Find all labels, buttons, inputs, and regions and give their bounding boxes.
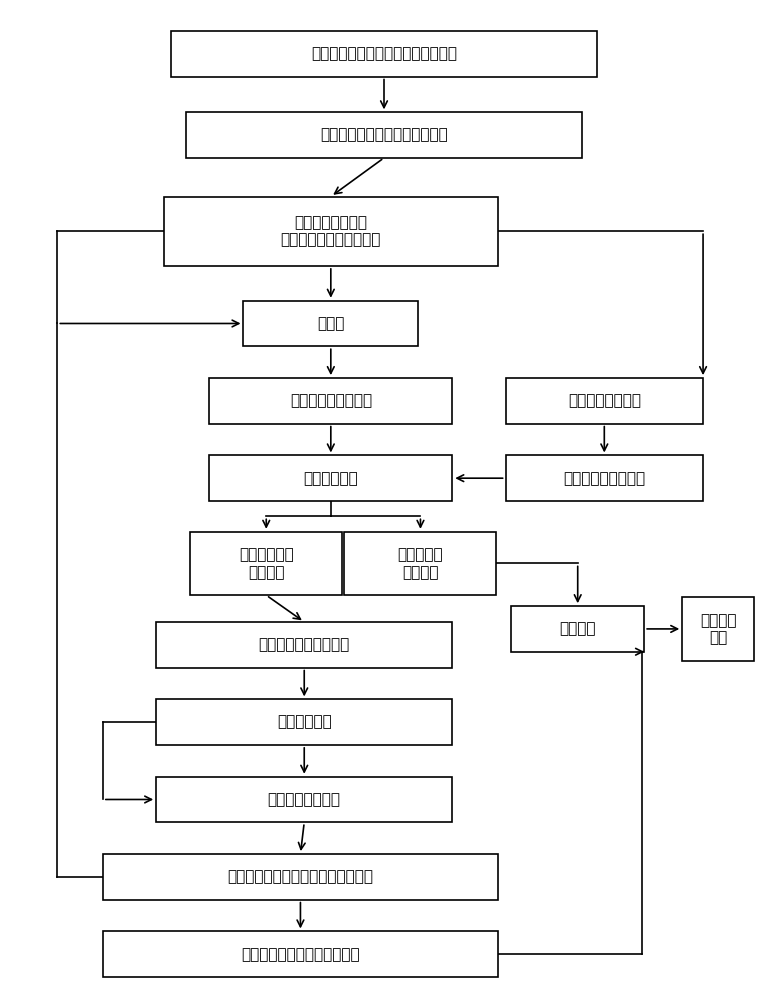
FancyBboxPatch shape [682, 597, 754, 661]
FancyBboxPatch shape [164, 197, 498, 266]
FancyBboxPatch shape [156, 622, 452, 668]
FancyBboxPatch shape [243, 301, 419, 346]
Text: 稳态控制系统: 稳态控制系统 [276, 715, 332, 730]
FancyBboxPatch shape [156, 777, 452, 822]
Text: 气浮平台系统（模拟失重环境）: 气浮平台系统（模拟失重环境） [320, 128, 448, 143]
Text: 非周期性激励运动信息: 非周期性激励运动信息 [259, 637, 350, 652]
Text: 非接触式激励系统
（持续周期性激励作用）: 非接触式激励系统 （持续周期性激励作用） [280, 215, 381, 247]
Text: 运动分离算法: 运动分离算法 [303, 471, 358, 486]
Text: 刚度系数
矩阵: 刚度系数 矩阵 [700, 613, 737, 645]
Text: 一种新型柔性电缆刚度测定试验系统: 一种新型柔性电缆刚度测定试验系统 [311, 46, 457, 61]
Text: 周期性激励运动信息: 周期性激励运动信息 [563, 471, 645, 486]
FancyBboxPatch shape [187, 112, 581, 158]
Text: 非周期性激励
运动信息: 非周期性激励 运动信息 [239, 547, 293, 580]
FancyBboxPatch shape [171, 31, 597, 77]
FancyBboxPatch shape [505, 455, 703, 501]
FancyBboxPatch shape [190, 532, 343, 595]
FancyBboxPatch shape [511, 606, 644, 652]
Text: 运动舱: 运动舱 [317, 316, 345, 331]
FancyBboxPatch shape [103, 931, 498, 977]
FancyBboxPatch shape [156, 699, 452, 745]
FancyBboxPatch shape [209, 378, 452, 424]
FancyBboxPatch shape [505, 378, 703, 424]
Text: 解算算法: 解算算法 [559, 621, 596, 636]
FancyBboxPatch shape [103, 854, 498, 900]
FancyBboxPatch shape [345, 532, 496, 595]
Text: 运动舱运动监测系统: 运动舱运动监测系统 [290, 393, 372, 408]
Text: 周期性激励
运动信息: 周期性激励 运动信息 [398, 547, 443, 580]
Text: 采集固定舱电缆端的力和力矩: 采集固定舱电缆端的力和力矩 [241, 947, 359, 962]
Text: 非接触式执行系统: 非接触式执行系统 [268, 792, 341, 807]
Text: 运动舱动力学模型: 运动舱动力学模型 [568, 393, 641, 408]
Text: 稳态控制和周期性激励力和力矩输出: 稳态控制和周期性激励力和力矩输出 [227, 869, 373, 884]
FancyBboxPatch shape [209, 455, 452, 501]
